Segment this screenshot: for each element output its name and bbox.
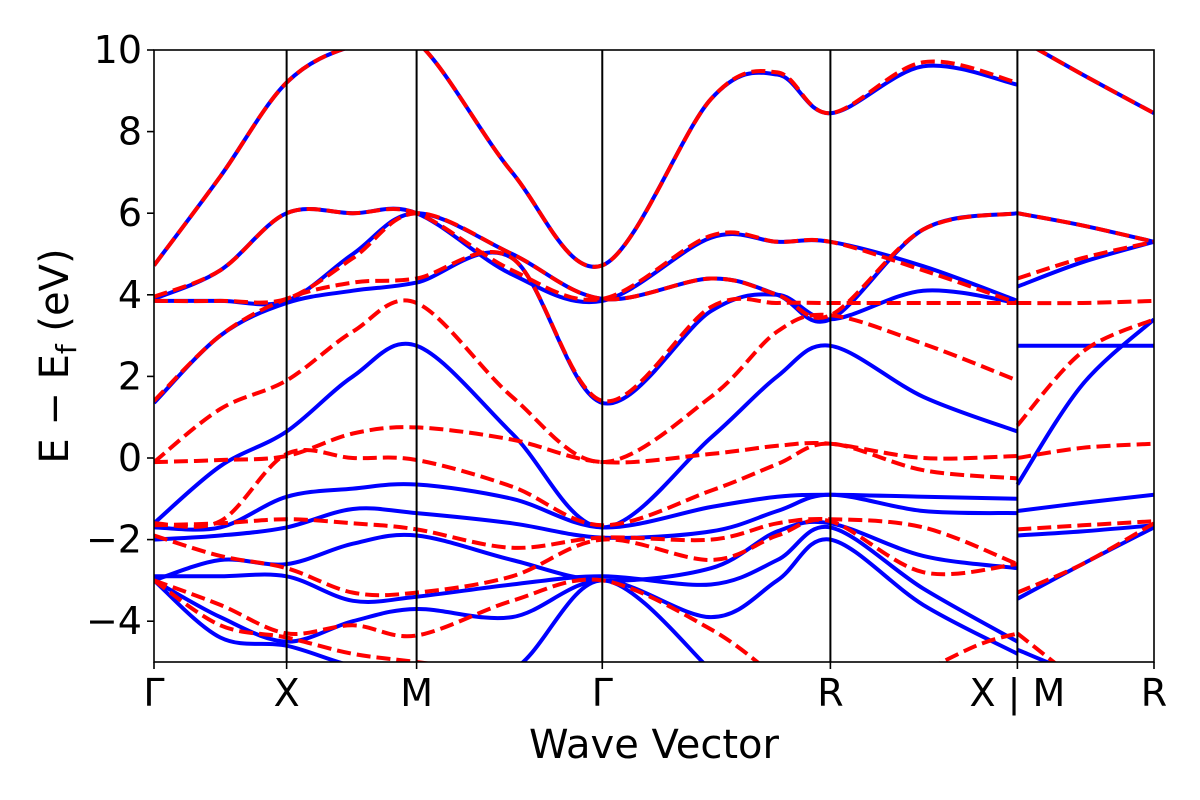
y-axis-ticks: −4 −2 0 2 4 6 8 10 [86,28,154,643]
band-line-2-5 [154,298,1154,465]
x-tick-label: Γ [592,671,613,715]
x-tick-label: M [400,671,433,715]
y-tick-label: 6 [118,191,142,235]
y-tick-label: 2 [118,354,142,398]
band-line-1-2 [154,206,1154,305]
series-1 [154,50,1154,662]
y-tick-label: 8 [118,110,142,154]
band-line-2-6 [154,425,1154,465]
y-tick-label: −2 [86,518,142,562]
band-line-1-7 [154,492,1154,542]
band-line-2-11 [154,578,433,662]
x-tick-label: X [274,671,300,715]
band-line-1-9 [154,524,1053,662]
x-axis-ticks: Γ X M Γ R X | M R [143,662,1167,716]
kpoint-lines [285,50,1019,662]
band-line-2-9 [154,517,1154,598]
band-line-1-5 [154,317,1154,530]
band-line-2-2 [154,206,1154,305]
y-tick-label: −4 [86,599,142,643]
x-tick-label: R [1141,671,1167,715]
series-2 [154,50,1154,662]
x-tick-label: R [817,671,843,715]
y-tick-label: 4 [118,273,142,317]
band-line-2-8 [154,517,1154,566]
x-axis-label: Wave Vector [529,722,780,768]
band-line-2-12 [937,631,1057,662]
y-axis-label-unit: (eV) [32,248,78,344]
axes-frame [153,49,1155,663]
y-axis-label: E − Ef (eV) [32,248,83,463]
band-line-2-7 [154,441,1018,529]
band-line-2-10 [154,577,761,662]
y-tick-label: 10 [94,28,142,72]
x-tick-label: X | M [970,671,1066,716]
band-line-1-3 [154,211,1154,324]
y-tick-label: 0 [118,436,142,480]
x-tick-label: Γ [143,671,164,715]
y-axis-label-subscript: f [50,343,83,354]
band-line-2-1 [154,50,1154,269]
y-axis-label-main: E − E [32,354,78,464]
bands-layer [154,50,1154,662]
